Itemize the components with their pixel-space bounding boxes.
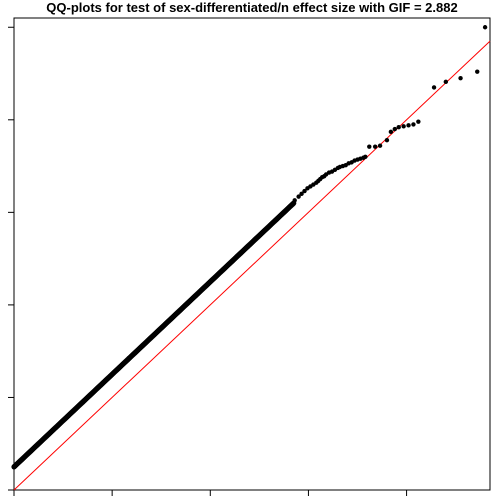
tail-data-point: [363, 154, 368, 160]
tail-data-point: [367, 144, 372, 149]
tail-data-point: [401, 124, 406, 129]
tail-data-point: [431, 85, 437, 90]
tail-data-point: [372, 144, 378, 149]
tail-data-point: [392, 126, 397, 132]
chart-title: QQ-plots for test of sex-differentiated/…: [46, 0, 458, 15]
tail-data-point: [302, 188, 307, 194]
tail-data-point: [443, 79, 449, 85]
tail-data-point: [388, 129, 394, 135]
tail-data-point: [475, 69, 480, 74]
plot-frame: [13, 17, 491, 491]
tail-data-point: [384, 137, 390, 143]
tail-data-point: [416, 119, 421, 124]
tail-data-point: [406, 123, 411, 128]
tail-data-point: [299, 191, 304, 197]
tail-data-point: [458, 75, 463, 81]
tail-data-point: [396, 125, 401, 130]
tail-data-point: [292, 198, 297, 203]
tail-data-point: [482, 25, 488, 30]
tail-data-point: [296, 194, 301, 199]
reference-line: [13, 40, 491, 491]
tail-data-point: [411, 122, 416, 127]
tail-data-point: [377, 143, 383, 148]
